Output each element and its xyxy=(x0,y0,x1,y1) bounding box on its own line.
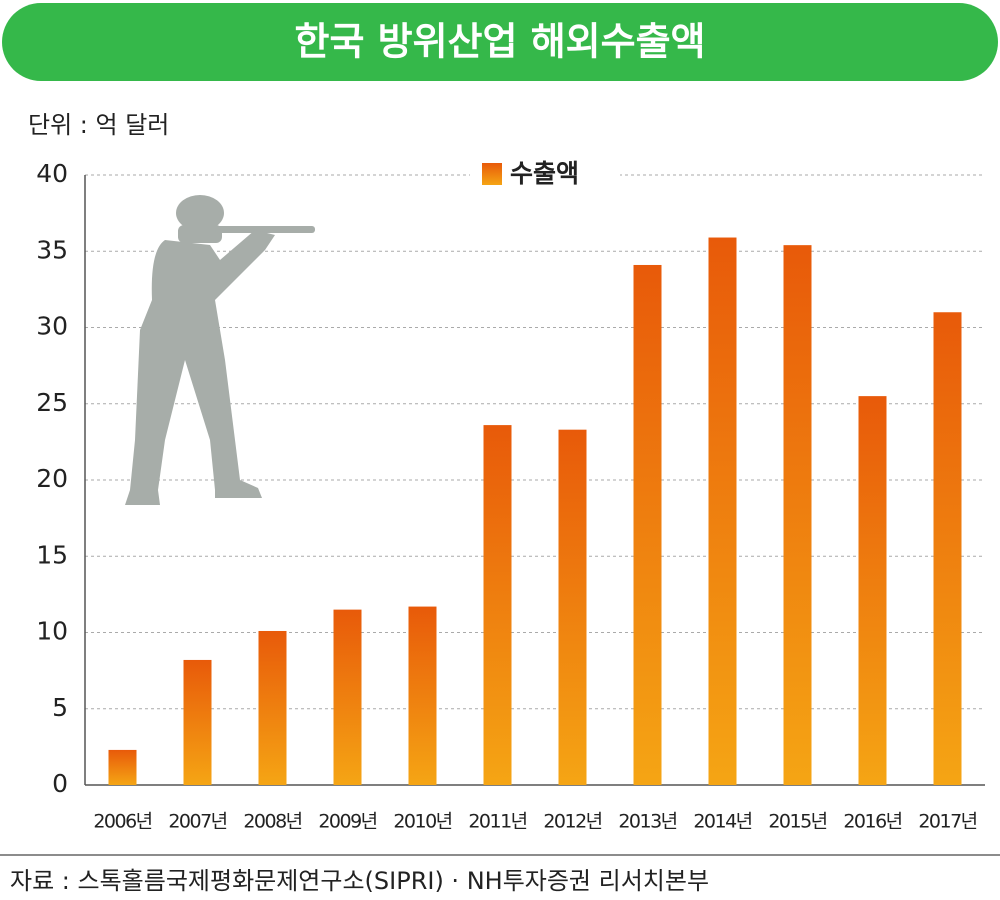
bar xyxy=(483,425,512,785)
x-tick-label: 2015년 xyxy=(768,811,826,833)
bar xyxy=(333,609,362,785)
x-tick-label: 2016년 xyxy=(843,811,901,833)
y-tick-label: 5 xyxy=(52,693,68,722)
bar xyxy=(108,749,137,785)
bar xyxy=(783,245,812,785)
x-tick-label: 2007년 xyxy=(168,811,226,833)
y-tick-label: 40 xyxy=(36,159,68,188)
y-tick-label: 0 xyxy=(52,769,68,798)
y-tick-label: 35 xyxy=(36,235,68,264)
source-note: 자료 : 스톡홀름국제평화문제연구소(SIPRI) · NH투자증권 리서치본부 xyxy=(10,867,709,895)
x-tick-label: 2012년 xyxy=(543,811,601,833)
bar xyxy=(933,312,962,785)
legend-swatch xyxy=(482,163,502,185)
bar xyxy=(558,429,587,785)
bar xyxy=(633,264,662,786)
x-tick-label: 2010년 xyxy=(393,811,451,833)
title-banner xyxy=(2,3,998,81)
x-tick-label: 2009년 xyxy=(318,811,376,833)
bar xyxy=(858,396,887,785)
y-tick-label: 30 xyxy=(36,312,68,341)
bar xyxy=(408,606,437,785)
x-tick-label: 2013년 xyxy=(618,811,676,833)
x-tick-label: 2006년 xyxy=(93,811,151,833)
bar xyxy=(258,630,287,785)
bar xyxy=(708,237,737,785)
x-tick-label: 2014년 xyxy=(693,811,751,833)
x-tick-label: 2017년 xyxy=(918,811,976,833)
x-tick-label: 2008년 xyxy=(243,811,301,833)
y-tick-label: 20 xyxy=(36,464,68,493)
x-tick-label: 2011년 xyxy=(468,811,526,833)
soldier-silhouette xyxy=(125,195,315,505)
legend-label: 수출액 xyxy=(510,159,579,188)
chart-title: 한국 방위산업 해외수출액 xyxy=(294,20,705,64)
y-tick-label: 25 xyxy=(36,388,68,417)
y-tick-label: 10 xyxy=(36,617,68,646)
y-tick-label: 15 xyxy=(36,540,68,569)
unit-label: 단위 : 억 달러 xyxy=(28,111,169,139)
bar xyxy=(183,659,212,785)
